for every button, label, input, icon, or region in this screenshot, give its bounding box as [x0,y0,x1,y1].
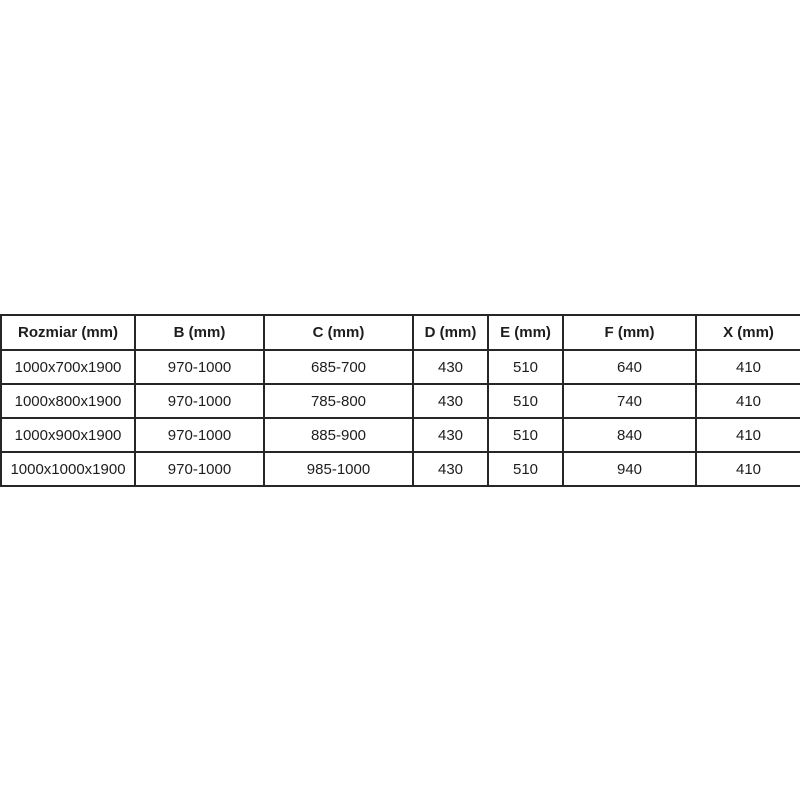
column-header-x: X (mm) [695,314,800,351]
table-cell: 510 [487,383,564,419]
table-cell: 970-1000 [134,417,265,453]
table-row: 1000x700x1900 970-1000 685-700 430 510 6… [0,349,800,385]
table-cell: 410 [695,349,800,385]
size-spec-table: Rozmiar (mm) B (mm) C (mm) D (mm) E (mm)… [0,314,800,487]
table-cell: 510 [487,417,564,453]
table-cell: 1000x800x1900 [0,383,136,419]
table-cell: 510 [487,451,564,487]
table-cell: 885-900 [263,417,414,453]
table-cell: 410 [695,451,800,487]
column-header-e: E (mm) [487,314,564,351]
table-cell: 510 [487,349,564,385]
table-cell: 430 [412,349,489,385]
table-cell: 840 [562,417,697,453]
table-cell: 640 [562,349,697,385]
column-header-d: D (mm) [412,314,489,351]
table-cell: 685-700 [263,349,414,385]
table-cell: 970-1000 [134,451,265,487]
table-cell: 785-800 [263,383,414,419]
table-cell: 430 [412,451,489,487]
column-header-c: C (mm) [263,314,414,351]
table-cell: 410 [695,417,800,453]
column-header-f: F (mm) [562,314,697,351]
table-cell: 740 [562,383,697,419]
table-cell: 970-1000 [134,383,265,419]
table-header-row: Rozmiar (mm) B (mm) C (mm) D (mm) E (mm)… [0,314,800,351]
table-cell: 940 [562,451,697,487]
table-cell: 410 [695,383,800,419]
column-header-b: B (mm) [134,314,265,351]
table-row: 1000x800x1900 970-1000 785-800 430 510 7… [0,383,800,419]
table-row: 1000x900x1900 970-1000 885-900 430 510 8… [0,417,800,453]
column-header-rozmiar: Rozmiar (mm) [0,314,136,351]
table-cell: 1000x1000x1900 [0,451,136,487]
table-cell: 1000x700x1900 [0,349,136,385]
table-cell: 985-1000 [263,451,414,487]
table-cell: 1000x900x1900 [0,417,136,453]
table-cell: 430 [412,383,489,419]
table-row: 1000x1000x1900 970-1000 985-1000 430 510… [0,451,800,487]
table-cell: 430 [412,417,489,453]
table-cell: 970-1000 [134,349,265,385]
